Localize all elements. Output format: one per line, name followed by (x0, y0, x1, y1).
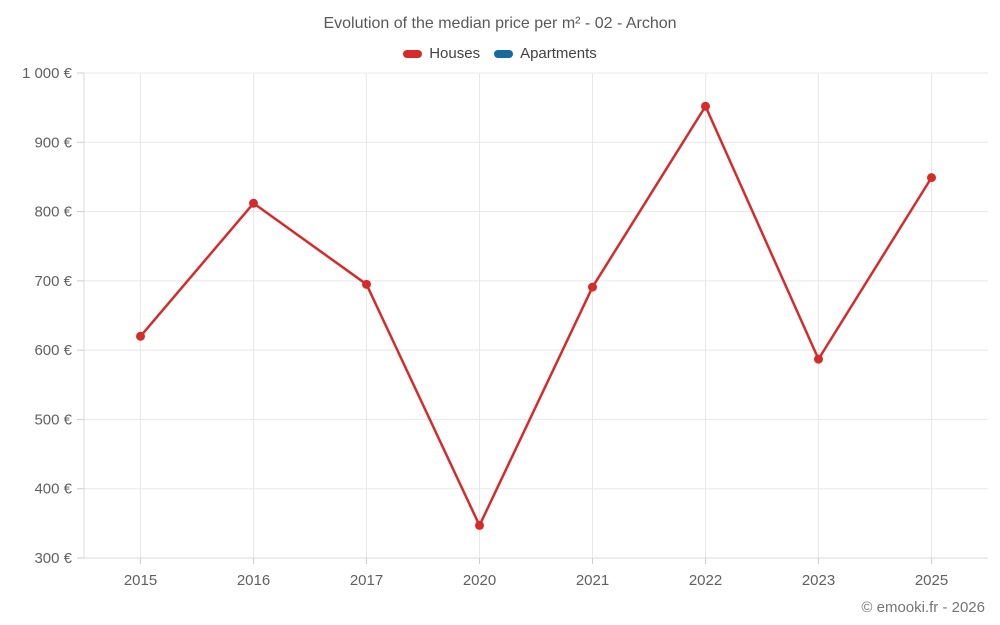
y-axis-label: 800 € (34, 204, 72, 221)
y-axis-label: 900 € (34, 134, 72, 151)
y-axis-label: 500 € (34, 411, 72, 428)
data-point-houses-2020[interactable] (475, 520, 484, 530)
footer-attribution: © emooki.fr - 2026 (861, 599, 985, 616)
legend-label: Apartments (520, 45, 597, 62)
series-line-houses (139, 105, 933, 527)
data-point-houses-2017[interactable] (362, 279, 371, 289)
data-point-houses-2021[interactable] (588, 282, 597, 292)
legend-swatch (494, 49, 514, 58)
x-axis-label: 2015 (124, 572, 157, 589)
data-point-houses-2025[interactable] (927, 173, 936, 183)
x-axis-label: 2023 (802, 572, 835, 589)
legend-label: Houses (429, 45, 481, 62)
x-axis-label: 2016 (237, 572, 270, 589)
data-point-houses-2016[interactable] (249, 198, 258, 208)
legend-item-apartments[interactable]: Apartments (494, 45, 597, 62)
legend-item-houses[interactable]: Houses (403, 45, 480, 62)
x-axis-label: 2017 (350, 572, 383, 589)
legend: Houses Apartments (0, 45, 1000, 62)
y-axis-label: 1 000 € (22, 65, 73, 82)
data-point-houses-2022[interactable] (701, 101, 710, 111)
x-axis-label: 2025 (915, 572, 948, 589)
y-axis-label: 400 € (34, 481, 72, 498)
x-axis-label: 2020 (463, 572, 496, 589)
y-axis-label: 600 € (34, 342, 72, 359)
x-axis-label: 2022 (689, 572, 722, 589)
legend-swatch (403, 49, 423, 58)
y-axis-label: 700 € (34, 273, 72, 290)
data-point-houses-2023[interactable] (814, 354, 823, 364)
x-axis-label: 2021 (576, 572, 609, 589)
data-point-houses-2015[interactable] (136, 331, 145, 341)
y-axis-label: 300 € (34, 550, 72, 567)
chart-title: Evolution of the median price per m² - 0… (323, 15, 677, 32)
